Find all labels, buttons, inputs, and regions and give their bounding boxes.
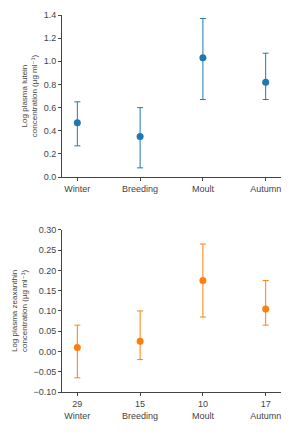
- svg-text:0.10: 0.10: [39, 306, 57, 316]
- svg-text:Moult: Moult: [192, 184, 215, 194]
- svg-text:0.0: 0.0: [44, 172, 57, 182]
- svg-text:0.30: 0.30: [39, 225, 57, 235]
- svg-text:Breeding: Breeding: [122, 184, 158, 194]
- svg-text:0.20: 0.20: [39, 266, 57, 276]
- svg-text:−0.10: −0.10: [33, 387, 56, 397]
- svg-text:29Winter: 29Winter: [64, 399, 90, 421]
- svg-text:Log plasma zeaxanthinconcentra: Log plasma zeaxanthinconcentration (µg m…: [10, 270, 29, 353]
- svg-text:1.0: 1.0: [44, 56, 57, 66]
- svg-text:0.2: 0.2: [44, 149, 57, 159]
- svg-text:1.2: 1.2: [44, 33, 57, 43]
- svg-text:0.15: 0.15: [39, 286, 57, 296]
- svg-text:15Breeding: 15Breeding: [122, 399, 158, 421]
- svg-text:Log plasma luteinconcentration: Log plasma luteinconcentration (µg ml⁻¹): [20, 55, 39, 138]
- svg-text:0.25: 0.25: [39, 245, 57, 255]
- svg-text:0.8: 0.8: [44, 80, 57, 90]
- svg-text:1.4: 1.4: [44, 10, 57, 20]
- svg-text:0.05: 0.05: [39, 326, 57, 336]
- svg-text:17Autumn: 17Autumn: [250, 399, 281, 421]
- svg-text:Winter: Winter: [64, 184, 90, 194]
- svg-text:Autumn: Autumn: [250, 184, 281, 194]
- svg-text:−0.05: −0.05: [33, 367, 56, 377]
- svg-text:0.6: 0.6: [44, 103, 57, 113]
- svg-text:0.4: 0.4: [44, 126, 57, 136]
- svg-text:10Moult: 10Moult: [192, 399, 215, 421]
- svg-text:0.00: 0.00: [39, 347, 57, 357]
